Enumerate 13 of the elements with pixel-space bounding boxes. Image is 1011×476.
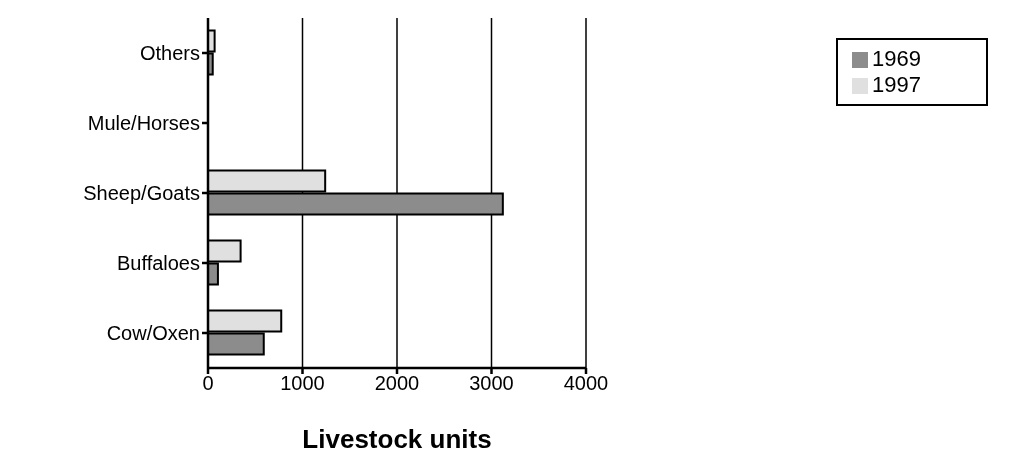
y-tick-label: Mule/Horses xyxy=(87,112,200,135)
legend-label: 1969 xyxy=(872,46,921,71)
legend-label: 1997 xyxy=(872,72,921,97)
x-tick-label: 4000 xyxy=(563,372,609,395)
x-tick-label: 2000 xyxy=(374,372,420,395)
y-tick-label: Sheep/Goats xyxy=(83,182,200,205)
x-tick-label: 0 xyxy=(202,372,214,395)
y-tick-label: Others xyxy=(139,42,200,65)
x-tick-label: 3000 xyxy=(469,372,514,395)
y-tick-label: Cow/Oxen xyxy=(106,322,200,345)
x-tick-label: 1000 xyxy=(280,372,325,395)
x-axis-title: Livestock units xyxy=(302,424,492,454)
y-tick-label: Buffaloes xyxy=(116,252,200,275)
